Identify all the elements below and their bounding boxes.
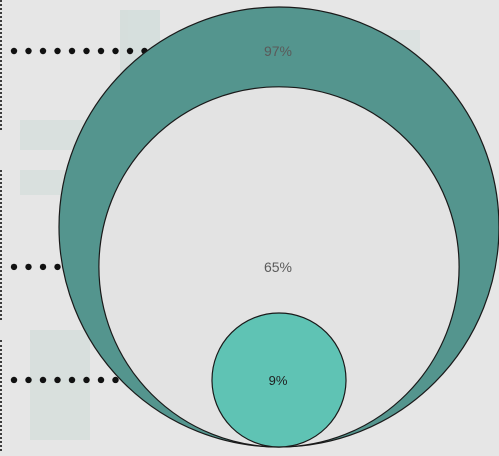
value-label-9: 9% [269, 373, 288, 388]
value-label-97: 97% [264, 43, 292, 59]
left-dotted-divider-top [0, 0, 2, 130]
value-label-65: 65% [264, 259, 292, 275]
value-labels: 97% 65% 9% [264, 43, 292, 388]
circle-9 [211, 312, 347, 448]
circles [58, 6, 499, 448]
left-dotted-divider-middle [0, 170, 2, 320]
left-dotted-divider-bottom [0, 340, 2, 451]
